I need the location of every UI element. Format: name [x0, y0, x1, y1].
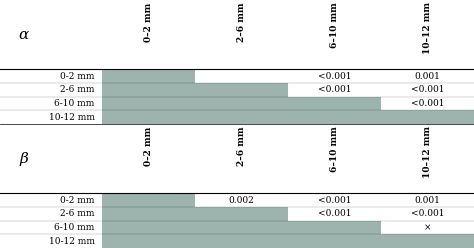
Text: 10-12 mm: 10-12 mm	[49, 113, 95, 122]
Bar	[102, 234, 195, 248]
Bar	[288, 110, 381, 124]
Text: 0.001: 0.001	[415, 196, 440, 205]
Bar	[288, 97, 381, 110]
Bar	[195, 110, 288, 124]
Text: 0–2 mm: 0–2 mm	[144, 2, 153, 42]
Text: 6–10 mm: 6–10 mm	[330, 126, 339, 172]
Bar	[381, 234, 474, 248]
Bar	[288, 221, 381, 234]
Bar	[102, 83, 195, 97]
Bar	[102, 207, 195, 221]
Bar	[102, 193, 195, 207]
Bar	[195, 234, 288, 248]
Text: 2-6 mm: 2-6 mm	[60, 209, 95, 218]
Text: α: α	[18, 28, 29, 42]
Bar	[102, 110, 195, 124]
Text: 2-6 mm: 2-6 mm	[60, 85, 95, 94]
Text: ×: ×	[424, 223, 431, 232]
Bar	[102, 221, 195, 234]
Text: <0.001: <0.001	[318, 196, 351, 205]
Bar	[102, 97, 195, 110]
Text: 6-10 mm: 6-10 mm	[55, 223, 95, 232]
Text: <0.001: <0.001	[411, 99, 444, 108]
Bar	[381, 110, 474, 124]
Text: <0.001: <0.001	[411, 85, 444, 94]
Text: <0.001: <0.001	[318, 85, 351, 94]
Text: β: β	[19, 152, 28, 166]
Bar	[195, 207, 288, 221]
Text: <0.001: <0.001	[318, 72, 351, 81]
Text: 10–12 mm: 10–12 mm	[423, 2, 432, 55]
Text: 0-2 mm: 0-2 mm	[60, 196, 95, 205]
Text: 6-10 mm: 6-10 mm	[55, 99, 95, 108]
Bar	[195, 97, 288, 110]
Text: 2–6 mm: 2–6 mm	[237, 2, 246, 42]
Text: 0.001: 0.001	[415, 72, 440, 81]
Text: 2–6 mm: 2–6 mm	[237, 126, 246, 166]
Text: 10-12 mm: 10-12 mm	[49, 237, 95, 246]
Text: 0–2 mm: 0–2 mm	[144, 126, 153, 166]
Text: 0.002: 0.002	[228, 196, 255, 205]
Text: 6–10 mm: 6–10 mm	[330, 2, 339, 48]
Text: 10–12 mm: 10–12 mm	[423, 126, 432, 179]
Text: <0.001: <0.001	[318, 209, 351, 218]
Bar	[195, 221, 288, 234]
Bar	[102, 69, 195, 83]
Text: 0-2 mm: 0-2 mm	[60, 72, 95, 81]
Text: <0.001: <0.001	[411, 209, 444, 218]
Bar	[288, 234, 381, 248]
Bar	[195, 83, 288, 97]
